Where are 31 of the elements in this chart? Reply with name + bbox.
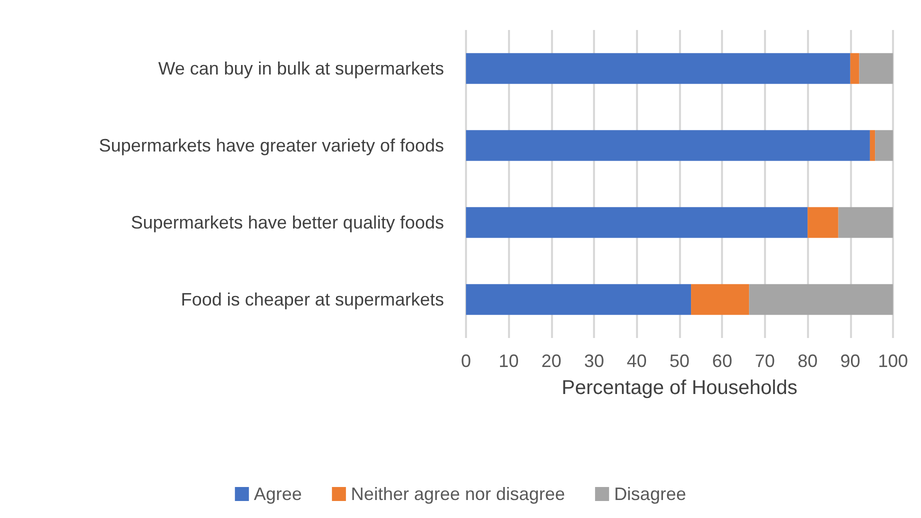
y-tick-label: We can buy in bulk at supermarkets <box>158 58 444 78</box>
bar <box>808 207 838 238</box>
legend-label: Neither agree nor disagree <box>350 484 566 504</box>
legend-label: Agree <box>254 484 302 504</box>
x-tick-label: 10 <box>498 351 519 371</box>
x-tick-label: 20 <box>541 351 562 371</box>
y-tick-label: Supermarkets have greater variety of foods <box>98 136 444 156</box>
bar <box>466 207 808 238</box>
y-tick-label: Supermarkets have better quality foods <box>130 212 444 232</box>
bar <box>870 130 876 161</box>
x-axis-title: Percentage of Households <box>562 377 798 399</box>
x-tick-label: 70 <box>754 351 775 371</box>
bar <box>749 284 893 315</box>
bar <box>466 130 870 161</box>
x-tick-label: 90 <box>840 351 860 371</box>
x-tick-label: 30 <box>584 351 604 371</box>
bar <box>859 53 893 84</box>
bar <box>838 207 893 238</box>
x-tick-label: 80 <box>798 351 818 371</box>
bar <box>466 284 692 315</box>
bar <box>466 53 850 84</box>
y-tick-label: Food is cheaper at supermarkets <box>180 290 444 310</box>
legend-label: Disagree <box>614 484 686 504</box>
x-tick-label: 40 <box>626 351 647 371</box>
x-tick-label: 50 <box>669 351 690 371</box>
x-tick-label: 100 <box>878 351 908 371</box>
bar <box>691 284 750 315</box>
bar <box>850 53 860 84</box>
x-tick-label: 0 <box>460 351 472 371</box>
x-tick-label: 60 <box>712 351 732 371</box>
bar <box>875 130 893 161</box>
